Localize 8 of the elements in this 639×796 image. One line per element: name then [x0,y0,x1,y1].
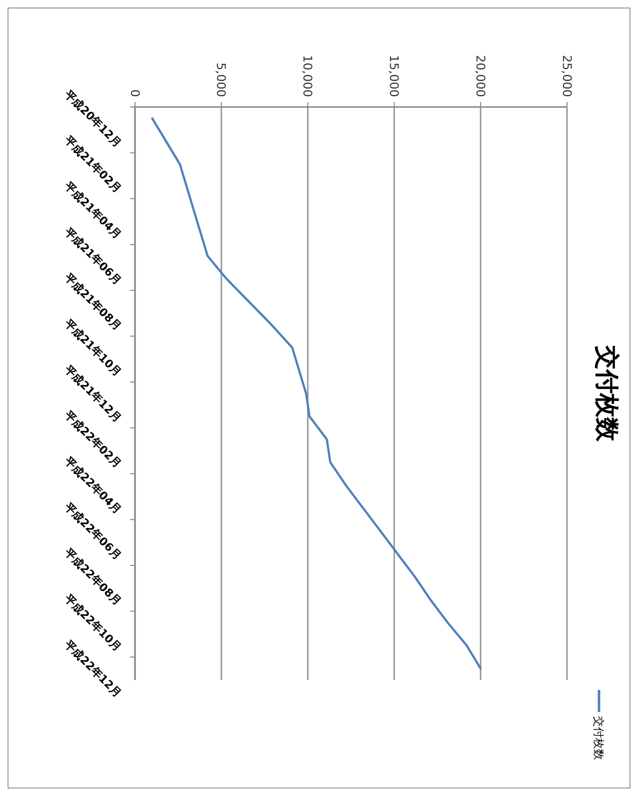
legend-label: 交付枚数 [592,716,606,760]
x-tick-label: 25,000 [560,55,574,97]
text: 交付枚数 [593,344,621,442]
x-tick-label: 0 [128,89,142,97]
x-tick-label: 10,000 [300,55,315,97]
x-tick-label: 20,000 [473,55,488,97]
x-tick-label: 5,000 [214,62,228,97]
x-tick-label: 15,000 [387,55,401,97]
